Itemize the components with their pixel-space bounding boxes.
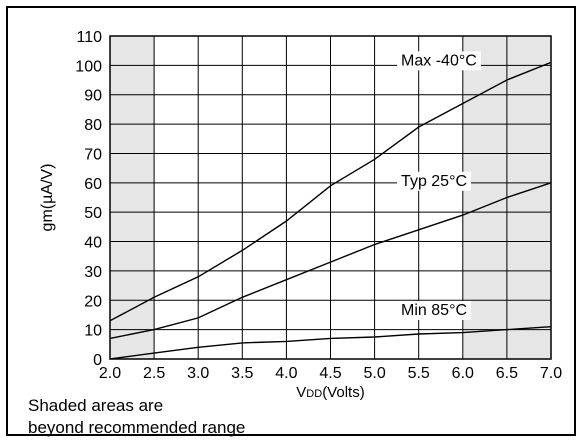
x-axis-label-sub: DD: [306, 388, 322, 400]
x-tick-label: 5.5: [408, 365, 430, 382]
x-tick-label: 6.5: [496, 365, 518, 382]
x-tick-label: 3.5: [231, 365, 253, 382]
x-tick-label: 4.0: [275, 365, 297, 382]
x-tick-label: 7.0: [540, 365, 562, 382]
y-tick-label: 110: [76, 29, 102, 46]
y-tick-label: 0: [93, 352, 102, 369]
y-tick-label: 60: [84, 176, 102, 193]
x-axis-label-main: V: [296, 384, 306, 401]
y-tick-label: 70: [84, 146, 102, 163]
y-tick-label: 90: [84, 88, 102, 105]
y-tick-label: 100: [75, 58, 102, 75]
x-tick-label: 5.0: [363, 365, 385, 382]
tick-labels: 2.0 2.5 3.0 3.5 4.0 4.5 5.0 5.5 6.0 6.5 7.0 0 10 20 30…: [75, 29, 562, 382]
chart-frame: [6, 6, 576, 436]
x-axis-label-rest: (Volts): [322, 384, 365, 401]
y-tick-label: 80: [84, 117, 102, 134]
y-tick-label: 40: [84, 235, 102, 252]
series-label-bg: [397, 51, 481, 71]
y-tick-label: 10: [84, 323, 102, 340]
series-label-bg: [397, 171, 472, 191]
y-tick-label: 20: [84, 293, 102, 310]
series-line-1: [109, 182, 552, 340]
shaded-region-0: [110, 36, 155, 359]
x-axis-label: VDD(Volts): [296, 384, 364, 401]
series-labels: Max -40°C Typ 25°C Min 85°C: [397, 51, 481, 320]
x-tick-label: 6.0: [452, 365, 474, 382]
x-tick-label: 2.5: [143, 365, 165, 382]
note-line-1: Shaded areas are: [28, 396, 164, 415]
series-line-0: [109, 61, 552, 322]
series-line-2: [109, 326, 552, 360]
x-tick-label: 3.0: [187, 365, 209, 382]
x-tick-label: 4.5: [319, 365, 341, 382]
series-label-2: Min 85°C: [397, 300, 472, 320]
series-label-0: Max -40°C: [397, 51, 481, 71]
series-label-bg: [397, 300, 472, 320]
series-lines: [109, 61, 552, 360]
series-label-text: Max -40°C: [401, 52, 477, 69]
note-line-2: beyond recommended range: [28, 418, 246, 437]
plot-border: [109, 35, 552, 360]
y-tick-label: 30: [84, 264, 102, 281]
series-label-1: Typ 25°C: [397, 171, 472, 191]
y-axis-label: gm(µA/V): [39, 164, 56, 232]
y-tick-label: 50: [84, 205, 102, 222]
x-tick-label: 2.0: [99, 365, 121, 382]
series-label-text: Typ 25°C: [401, 173, 467, 190]
series-label-text: Min 85°C: [401, 302, 467, 319]
